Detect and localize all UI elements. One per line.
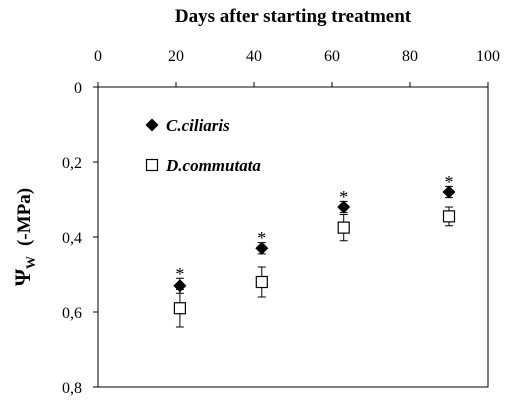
x-axis-title: Days after starting treatment	[175, 6, 412, 27]
x-tick-label: 0	[94, 48, 102, 65]
significance-marks: * * * *	[175, 172, 453, 284]
y-axis: 0 0,2 0,4 0,6 0,8	[62, 80, 98, 397]
x-tick-label: 20	[168, 48, 184, 65]
legend-label: C.ciliaris	[166, 116, 230, 135]
plot-area	[97, 86, 489, 388]
significance-star: *	[445, 172, 454, 192]
svg-text:ΨW(-MPa): ΨW (-MPa)	[10, 188, 38, 286]
point-c-ciliaris	[255, 241, 269, 255]
y-axis-title: ΨW (-MPa)	[10, 188, 38, 286]
point-c-ciliaris	[337, 200, 351, 214]
x-tick-label: 40	[246, 48, 262, 65]
point-d-commutata	[255, 275, 268, 289]
significance-star: *	[175, 264, 184, 284]
x-tick-label: 60	[324, 48, 340, 65]
y-axis-symbol: Ψ	[10, 268, 35, 286]
point-c-ciliaris	[442, 185, 456, 199]
y-axis-subscript: W	[23, 256, 38, 269]
significance-star: *	[339, 187, 348, 207]
x-tick-label: 100	[476, 48, 500, 65]
y-tick-label: 0,8	[62, 380, 82, 397]
y-tick-label: 0,6	[62, 305, 82, 322]
legend-marker-d-commutata	[145, 158, 159, 172]
y-axis-unit: (-MPa)	[14, 188, 35, 246]
data-marks	[173, 185, 456, 328]
y-tick-label: 0,4	[62, 230, 82, 247]
x-axis: 0 20 40 60 80 100	[94, 48, 500, 87]
point-d-commutata	[173, 302, 186, 315]
y-tick-label: 0	[74, 80, 82, 97]
legend-marker-c-ciliaris	[145, 118, 159, 132]
point-d-commutata	[442, 210, 456, 223]
legend: C.ciliaris D.commutata	[145, 116, 261, 175]
significance-star: *	[257, 228, 266, 248]
point-d-commutata	[337, 221, 350, 234]
x-tick-label: 80	[402, 48, 418, 65]
legend-label: D.commutata	[165, 156, 261, 175]
y-tick-label: 0,2	[62, 155, 82, 172]
